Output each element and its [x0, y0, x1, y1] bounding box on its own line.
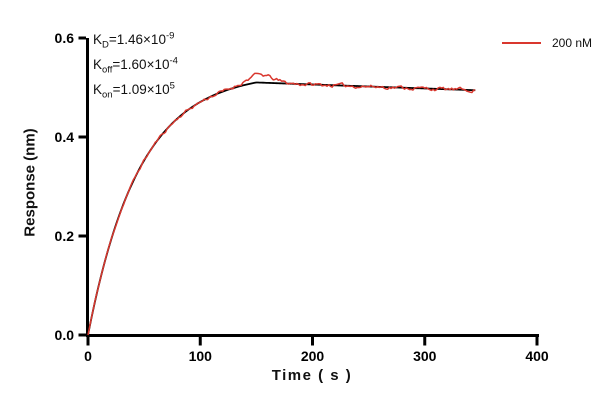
kon-exponent: 5 — [169, 80, 175, 92]
legend-label: 200 nM — [552, 36, 593, 50]
koff-symbol: K — [93, 57, 103, 72]
y-tick-label: 0.0 — [55, 327, 75, 343]
kon-symbol: K — [93, 82, 103, 97]
x-tick-label: 300 — [413, 348, 437, 364]
data-curve-200nM — [87, 72, 476, 336]
y-tick-label: 0.6 — [55, 30, 75, 46]
kd-subscript: D — [102, 39, 109, 51]
x-tick-label: 100 — [189, 348, 213, 364]
x-tick-label: 0 — [84, 348, 92, 364]
x-tick-label: 400 — [525, 348, 549, 364]
kd-exponent: -9 — [165, 30, 175, 42]
kon-subscript: on — [102, 89, 113, 101]
kd-line: KD=1.46×10-9 — [93, 27, 178, 52]
x-tick-label: 200 — [301, 348, 325, 364]
y-tick-label: 0.2 — [55, 228, 75, 244]
fit-curve — [87, 81, 476, 336]
koff-exponent: -4 — [169, 55, 178, 67]
koff-line: Koff=1.60×10-4 — [93, 52, 178, 77]
koff-subscript: off — [102, 64, 113, 76]
kon-line: Kon=1.09×105 — [93, 77, 178, 102]
kinetics-annotation: KD=1.46×10-9 Koff=1.60×10-4 Kon=1.09×105 — [93, 27, 178, 102]
kd-value: =1.46×10 — [108, 32, 166, 47]
kon-value: =1.09×10 — [112, 82, 170, 97]
koff-value: =1.60×10 — [112, 57, 170, 72]
x-axis-title: Time ( s ) — [271, 367, 353, 384]
y-tick-label: 0.4 — [55, 129, 75, 145]
y-axis-title: Response (nm) — [21, 128, 39, 237]
legend: 200 nM — [502, 35, 592, 51]
kd-symbol: K — [93, 32, 103, 47]
legend-line-swatch — [502, 42, 541, 44]
